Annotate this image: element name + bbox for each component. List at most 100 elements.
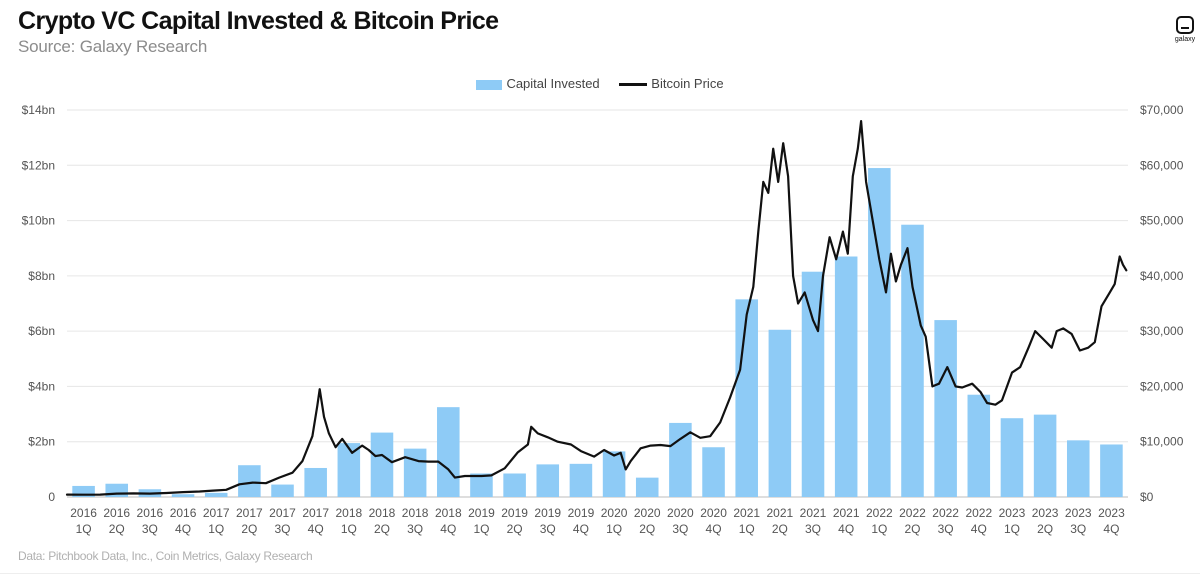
x-tick-year: 2019 bbox=[468, 506, 495, 520]
x-tick-label: 2017 1Q bbox=[203, 506, 230, 536]
legend-label-capital: Capital Invested bbox=[506, 76, 600, 92]
right-axis-tick-label: $40,000 bbox=[1140, 269, 1184, 283]
x-tick-label: 2020 4Q bbox=[700, 506, 727, 536]
left-axis: 0 $2bn $4bn $6bn $8bn $10bn $12bn $14bn bbox=[22, 103, 56, 504]
capital-bar bbox=[635, 477, 659, 497]
x-tick-quarter: 1Q bbox=[208, 522, 224, 536]
x-tick-quarter: 2Q bbox=[639, 522, 655, 536]
x-tick-quarter: 1Q bbox=[76, 522, 92, 536]
x-tick-label: 2019 4Q bbox=[568, 506, 595, 536]
chart-title: Crypto VC Capital Invested & Bitcoin Pri… bbox=[18, 7, 499, 35]
x-tick-label: 2021 3Q bbox=[800, 506, 827, 536]
x-tick-label: 2017 2Q bbox=[236, 506, 263, 536]
data-source-note: Data: Pitchbook Data, Inc., Coin Metrics… bbox=[18, 549, 313, 563]
x-tick-year: 2023 bbox=[1065, 506, 1092, 520]
combo-chart: 0 $2bn $4bn $6bn $8bn $10bn $12bn $14bn $0 $10,0… bbox=[22, 103, 1184, 536]
capital-bar bbox=[1000, 418, 1024, 497]
x-tick-year: 2016 bbox=[70, 506, 97, 520]
x-tick-label: 2016 1Q bbox=[70, 506, 97, 536]
right-axis-tick-label: $70,000 bbox=[1140, 103, 1184, 117]
capital-bar bbox=[834, 256, 858, 497]
x-tick-year: 2017 bbox=[269, 506, 296, 520]
x-tick-label: 2019 3Q bbox=[534, 506, 561, 536]
bottom-divider bbox=[0, 573, 1200, 574]
capital-bar bbox=[337, 443, 361, 497]
x-tick-quarter: 1Q bbox=[341, 522, 357, 536]
left-axis-tick-label: $12bn bbox=[22, 158, 55, 172]
x-tick-quarter: 3Q bbox=[275, 522, 291, 536]
x-tick-year: 2021 bbox=[800, 506, 827, 520]
capital-bar bbox=[1100, 444, 1123, 497]
left-axis-tick-label: $2bn bbox=[28, 435, 55, 449]
x-tick-year: 2019 bbox=[568, 506, 595, 520]
x-tick-quarter: 1Q bbox=[739, 522, 755, 536]
capital-bar bbox=[735, 299, 758, 497]
x-tick-quarter: 4Q bbox=[971, 522, 987, 536]
x-tick-label: 2021 1Q bbox=[733, 506, 760, 536]
x-tick-year: 2022 bbox=[899, 506, 926, 520]
x-tick-year: 2020 bbox=[601, 506, 628, 520]
capital-bar bbox=[304, 467, 327, 497]
x-tick-year: 2022 bbox=[866, 506, 893, 520]
chart-header: Crypto VC Capital Invested & Bitcoin Pri… bbox=[18, 6, 499, 58]
x-tick-quarter: 4Q bbox=[838, 522, 854, 536]
capital-bar bbox=[271, 484, 294, 497]
x-tick-label: 2021 4Q bbox=[833, 506, 860, 536]
x-tick-year: 2022 bbox=[965, 506, 992, 520]
capital-bar bbox=[204, 492, 228, 497]
capital-bar bbox=[569, 463, 593, 497]
x-tick-year: 2019 bbox=[501, 506, 528, 520]
x-tick-quarter: 4Q bbox=[706, 522, 722, 536]
x-tick-year: 2017 bbox=[236, 506, 263, 520]
right-axis-tick-label: $60,000 bbox=[1140, 158, 1184, 172]
x-tick-label: 2022 3Q bbox=[932, 506, 959, 536]
x-tick-year: 2017 bbox=[203, 506, 230, 520]
x-tick-year: 2018 bbox=[435, 506, 462, 520]
capital-bar bbox=[901, 224, 924, 498]
capital-bar bbox=[72, 485, 95, 497]
x-tick-label: 2022 2Q bbox=[899, 506, 926, 536]
x-tick-label: 2016 4Q bbox=[170, 506, 197, 536]
x-tick-label: 2022 4Q bbox=[965, 506, 992, 536]
x-tick-quarter: 3Q bbox=[938, 522, 954, 536]
legend-label-bitcoin: Bitcoin Price bbox=[651, 76, 724, 92]
x-tick-quarter: 3Q bbox=[805, 522, 821, 536]
capital-bar bbox=[470, 473, 493, 497]
x-tick-quarter: 2Q bbox=[109, 522, 125, 536]
right-axis-tick-label: $10,000 bbox=[1140, 435, 1184, 449]
chart-legend: Capital Invested Bitcoin Price bbox=[0, 75, 1200, 91]
x-tick-year: 2016 bbox=[170, 506, 197, 520]
right-axis-tick-label: $0 bbox=[1140, 490, 1154, 504]
x-tick-label: 2016 2Q bbox=[103, 506, 130, 536]
capital-bar bbox=[967, 394, 991, 497]
x-tick-quarter: 3Q bbox=[1070, 522, 1086, 536]
x-tick-year: 2017 bbox=[302, 506, 329, 520]
legend-item-bitcoin: Bitcoin Price bbox=[619, 76, 724, 92]
x-tick-year: 2020 bbox=[700, 506, 727, 520]
x-tick-label: 2023 3Q bbox=[1065, 506, 1092, 536]
x-tick-year: 2020 bbox=[634, 506, 661, 520]
x-tick-year: 2018 bbox=[402, 506, 429, 520]
x-tick-label: 2019 2Q bbox=[501, 506, 528, 536]
x-tick-year: 2016 bbox=[137, 506, 164, 520]
capital-bar bbox=[934, 320, 957, 497]
bitcoin-price-line-group bbox=[65, 120, 1128, 496]
x-tick-quarter: 2Q bbox=[772, 522, 788, 536]
x-tick-label: 2023 2Q bbox=[1032, 506, 1059, 536]
x-tick-quarter: 3Q bbox=[407, 522, 423, 536]
left-axis-tick-label: $8bn bbox=[28, 269, 55, 283]
x-tick-year: 2023 bbox=[999, 506, 1026, 520]
x-tick-label: 2016 3Q bbox=[137, 506, 164, 536]
x-tick-quarter: 4Q bbox=[1103, 522, 1119, 536]
x-tick-quarter: 2Q bbox=[904, 522, 920, 536]
capital-bar bbox=[437, 407, 460, 497]
x-tick-year: 2016 bbox=[103, 506, 130, 520]
capital-invested-bars bbox=[72, 168, 1123, 498]
x-tick-quarter: 2Q bbox=[241, 522, 257, 536]
capital-bar bbox=[1066, 440, 1090, 497]
capital-bar bbox=[768, 329, 792, 497]
x-tick-year: 2023 bbox=[1098, 506, 1125, 520]
x-tick-label: 2023 4Q bbox=[1098, 506, 1125, 536]
x-tick-quarter: 1Q bbox=[871, 522, 887, 536]
chart-subtitle: Source: Galaxy Research bbox=[18, 37, 208, 56]
